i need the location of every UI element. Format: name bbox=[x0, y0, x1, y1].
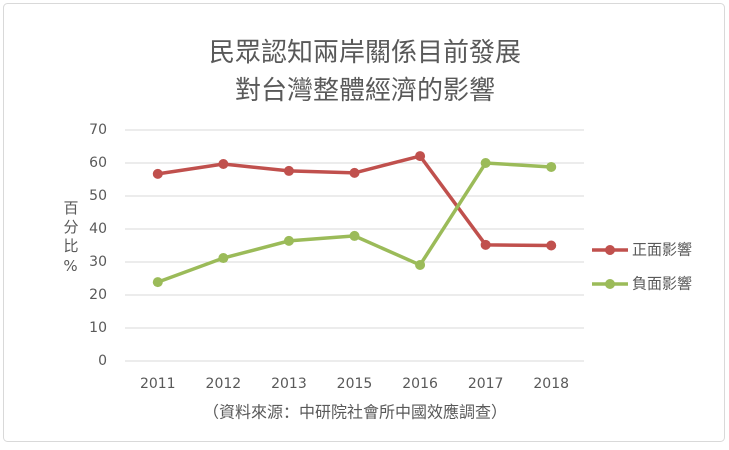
chart-frame bbox=[3, 3, 725, 442]
x-tick-label: 2012 bbox=[206, 376, 242, 392]
y-axis-label: 百分比% bbox=[62, 200, 80, 279]
legend-label: 正面影響 bbox=[632, 241, 692, 259]
legend-marker bbox=[605, 245, 615, 255]
data-point bbox=[349, 167, 360, 178]
x-tick-label: 2013 bbox=[271, 376, 307, 392]
x-tick-label: 2015 bbox=[337, 376, 373, 392]
y-tick-label: 60 bbox=[89, 155, 107, 171]
y-tick-label: 70 bbox=[89, 122, 107, 138]
data-point bbox=[415, 259, 426, 270]
x-tick-label: 2016 bbox=[402, 376, 438, 392]
chart-title-line-2: 對台灣整體經濟的影響 bbox=[235, 76, 495, 106]
data-point bbox=[546, 161, 557, 172]
y-tick-label: 30 bbox=[89, 254, 107, 270]
source-note: （資料來源：中研院社會所中國效應調查） bbox=[203, 403, 507, 422]
y-tick-label: 50 bbox=[89, 188, 107, 204]
data-point bbox=[283, 165, 294, 176]
legend-label: 負面影響 bbox=[632, 275, 692, 293]
data-point bbox=[480, 158, 491, 168]
data-point bbox=[480, 239, 491, 250]
y-tick-label: 0 bbox=[98, 353, 107, 369]
data-point bbox=[283, 235, 294, 246]
chart-title-line-1: 民眾認知兩岸關係目前發展 bbox=[209, 38, 521, 68]
data-point bbox=[152, 168, 163, 179]
data-point bbox=[415, 151, 426, 162]
y-tick-label: 10 bbox=[89, 320, 107, 336]
y-tick-label: 20 bbox=[89, 287, 107, 303]
data-point bbox=[349, 230, 360, 241]
data-point bbox=[218, 158, 229, 169]
data-point bbox=[546, 240, 557, 251]
y-tick-label: 40 bbox=[89, 221, 107, 237]
data-point bbox=[152, 277, 163, 288]
x-tick-label: 2017 bbox=[468, 376, 504, 392]
x-tick-label: 2018 bbox=[533, 376, 569, 392]
legend-marker bbox=[605, 279, 615, 289]
x-tick-label: 2011 bbox=[140, 376, 176, 392]
data-point bbox=[218, 253, 229, 264]
